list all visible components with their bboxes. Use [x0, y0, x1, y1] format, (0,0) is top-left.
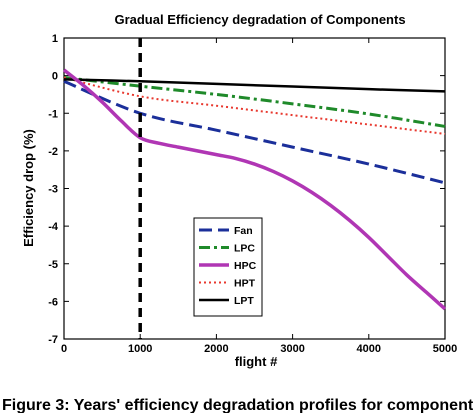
x-tick-label: 2000	[204, 343, 228, 355]
series-line-hpc	[62, 68, 447, 311]
y-tick-label: -5	[48, 259, 58, 271]
y-tick-label: -3	[48, 184, 58, 196]
x-tick-label: 1000	[128, 343, 152, 355]
y-tick-label: 1	[52, 33, 58, 45]
y-axis-label: Efficiency drop (%)	[21, 129, 36, 247]
series-layer	[62, 68, 447, 311]
x-axis-label: flight #	[235, 354, 278, 369]
legend-entries: Fan LPC HPC HPT LPT	[199, 225, 257, 307]
y-tick-label: -7	[48, 334, 58, 346]
y-tick-labels: 1 0 -1 -2 -3 -4 -5 -6 -7	[48, 33, 59, 346]
legend-label-lpc: LPC	[234, 243, 255, 255]
legend-label-hpt: HPT	[234, 278, 256, 290]
y-tick-label: -6	[48, 296, 58, 308]
y-tick-label: -2	[48, 146, 58, 158]
x-tick-label: 3000	[280, 343, 304, 355]
legend: Fan LPC HPC HPT LPT	[193, 217, 263, 317]
x-tick-labels: 0 1000 2000 3000 4000 5000	[61, 343, 457, 355]
series-line-lpt	[63, 78, 446, 93]
legend-label-lpt: LPT	[234, 295, 254, 307]
x-tick-label: 5000	[433, 343, 457, 355]
y-tick-label: -4	[48, 221, 59, 233]
series-line-hpt	[63, 76, 446, 135]
y-tick-label: 0	[52, 71, 58, 83]
series-line-fan	[63, 79, 446, 185]
series-line-lpc	[63, 76, 446, 128]
legend-label-hpc: HPC	[234, 260, 257, 272]
x-tick-label: 0	[61, 343, 67, 355]
y-tick-label: -1	[48, 108, 58, 120]
x-tick-label: 4000	[357, 343, 381, 355]
chart-title: Gradual Efficiency degradation of Compon…	[114, 12, 405, 27]
figure-caption: Figure 3: Years' efficiency degradation …	[2, 397, 474, 413]
legend-label-fan: Fan	[234, 225, 253, 237]
